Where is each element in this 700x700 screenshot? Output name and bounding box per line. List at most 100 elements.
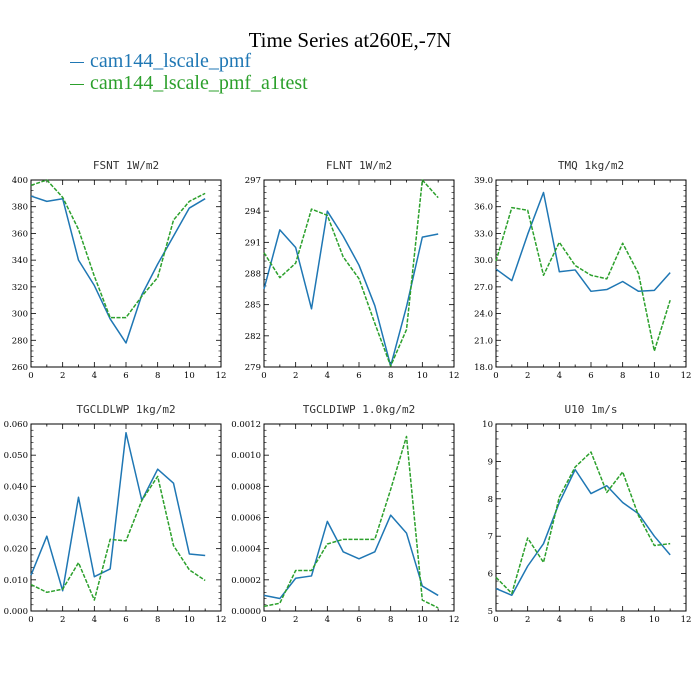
y-tick-label: 294 xyxy=(245,207,261,217)
chart-title: TGCLDIWP 1.0kg/m2 xyxy=(303,403,416,416)
x-tick-label: 4 xyxy=(325,371,330,381)
y-tick-label: 0.040 xyxy=(4,482,28,492)
x-tick-label: 6 xyxy=(123,371,128,381)
x-tick-label: 4 xyxy=(92,371,97,381)
series-line-2 xyxy=(30,179,206,319)
y-tick-label: 18.0 xyxy=(474,363,493,373)
y-tick-label: 282 xyxy=(245,332,261,342)
x-tick-label: 10 xyxy=(184,615,195,625)
x-tick-label: 6 xyxy=(588,371,593,381)
x-tick-label: 6 xyxy=(123,615,128,625)
y-tick-label: 380 xyxy=(12,203,28,213)
legend: cam144_lscale_pmf cam144_lscale_pmf_a1te… xyxy=(70,50,308,94)
y-tick-label: 5 xyxy=(488,607,493,617)
y-tick-label: 0.010 xyxy=(4,576,28,586)
x-tick-label: 12 xyxy=(216,371,227,381)
series-line-2 xyxy=(495,451,671,595)
y-tick-label: 288 xyxy=(245,270,261,280)
y-tick-label: 0.0004 xyxy=(231,545,261,555)
x-tick-label: 8 xyxy=(388,371,393,381)
y-tick-label: 39.0 xyxy=(474,176,493,186)
series-line-2 xyxy=(263,179,439,367)
x-tick-label: 2 xyxy=(525,371,530,381)
legend-item-series-1: cam144_lscale_pmf xyxy=(70,50,308,72)
y-tick-label: 360 xyxy=(12,229,28,239)
x-tick-label: 2 xyxy=(60,371,65,381)
y-tick-label: 0.0008 xyxy=(231,482,261,492)
y-tick-label: 0.000 xyxy=(4,607,28,617)
x-tick-label: 10 xyxy=(184,371,195,381)
x-tick-label: 12 xyxy=(681,371,692,381)
figure-title: Time Series at260E,-7N xyxy=(248,28,452,52)
legend-label-series-2: cam144_lscale_pmf_a1test xyxy=(90,72,308,94)
y-tick-label: 6 xyxy=(488,570,493,580)
y-tick-label: 24.0 xyxy=(474,310,493,320)
y-tick-label: 0.0002 xyxy=(231,576,261,586)
y-tick-label: 8 xyxy=(488,495,493,505)
x-tick-label: 0 xyxy=(28,615,33,625)
x-tick-label: 10 xyxy=(417,615,428,625)
series-line-2 xyxy=(30,475,206,601)
y-tick-label: 0.0006 xyxy=(231,514,261,524)
y-tick-label: 285 xyxy=(245,301,261,311)
y-tick-label: 279 xyxy=(245,363,261,373)
y-tick-label: 0.050 xyxy=(4,451,28,461)
y-tick-label: 280 xyxy=(12,336,28,346)
y-tick-label: 400 xyxy=(12,176,28,186)
x-tick-label: 4 xyxy=(92,615,97,625)
x-tick-label: 6 xyxy=(588,615,593,625)
y-tick-label: 0.060 xyxy=(4,420,28,430)
y-tick-label: 0.0000 xyxy=(231,607,261,617)
y-tick-label: 0.020 xyxy=(4,545,28,555)
x-tick-label: 8 xyxy=(155,615,160,625)
chart-panel-3: TMQ 1kg/m2 0 2 4 6 8 10 12 18.0 21.0 24.0 27.0 30.0 3… xyxy=(474,159,691,381)
chart-title: TMQ 1kg/m2 xyxy=(558,159,624,172)
y-tick-label: 7 xyxy=(488,532,493,542)
x-tick-label: 2 xyxy=(525,615,530,625)
x-tick-label: 12 xyxy=(681,615,692,625)
x-tick-label: 6 xyxy=(356,371,361,381)
x-tick-label: 0 xyxy=(261,371,266,381)
plot-frame xyxy=(30,179,222,368)
chart-panel-4: TGCLDLWP 1kg/m2 0 2 4 6 8 10 12 0.000 0.010 0.020 0… xyxy=(4,403,227,625)
chart-title: FSNT 1W/m2 xyxy=(93,159,159,172)
series-line-1 xyxy=(495,191,671,293)
x-tick-label: 4 xyxy=(325,615,330,625)
legend-swatch-series-1 xyxy=(70,61,84,63)
series-line-1 xyxy=(30,431,206,592)
y-tick-label: 30.0 xyxy=(474,256,493,266)
series-line-1 xyxy=(495,468,671,597)
y-tick-label: 21.0 xyxy=(474,336,493,346)
y-tick-label: 27.0 xyxy=(474,283,493,293)
y-tick-label: 0.030 xyxy=(4,514,28,524)
y-tick-label: 291 xyxy=(245,238,261,248)
y-tick-label: 300 xyxy=(12,310,28,320)
y-tick-label: 340 xyxy=(12,256,28,266)
x-tick-label: 4 xyxy=(557,615,562,625)
series-line-2 xyxy=(495,206,671,352)
legend-swatch-series-2 xyxy=(70,83,84,85)
x-tick-label: 10 xyxy=(417,371,428,381)
x-tick-label: 0 xyxy=(493,371,498,381)
series-line-1 xyxy=(263,514,439,600)
x-tick-label: 0 xyxy=(261,615,266,625)
plot-frame xyxy=(30,423,222,612)
chart-title: FLNT 1W/m2 xyxy=(326,159,392,172)
chart-panel-1: FSNT 1W/m2 0 2 4 6 8 10 12 260 280 300 320 340 360 380… xyxy=(12,159,227,381)
series-line-1 xyxy=(263,210,439,367)
y-tick-label: 33.0 xyxy=(474,229,493,239)
y-tick-label: 10 xyxy=(482,420,493,430)
x-tick-label: 2 xyxy=(60,615,65,625)
chart-panel-2: FLNT 1W/m2 0 2 4 6 8 10 12 279 282 285 288 291 294 297 xyxy=(245,159,460,381)
x-tick-label: 2 xyxy=(293,371,298,381)
y-tick-label: 0.0012 xyxy=(231,420,261,430)
y-tick-label: 260 xyxy=(12,363,28,373)
x-tick-label: 0 xyxy=(493,615,498,625)
y-tick-label: 9 xyxy=(488,457,493,467)
chart-title: U10 1m/s xyxy=(565,403,618,416)
series-line-2 xyxy=(263,435,439,609)
x-tick-label: 10 xyxy=(649,371,660,381)
x-tick-label: 12 xyxy=(449,371,460,381)
